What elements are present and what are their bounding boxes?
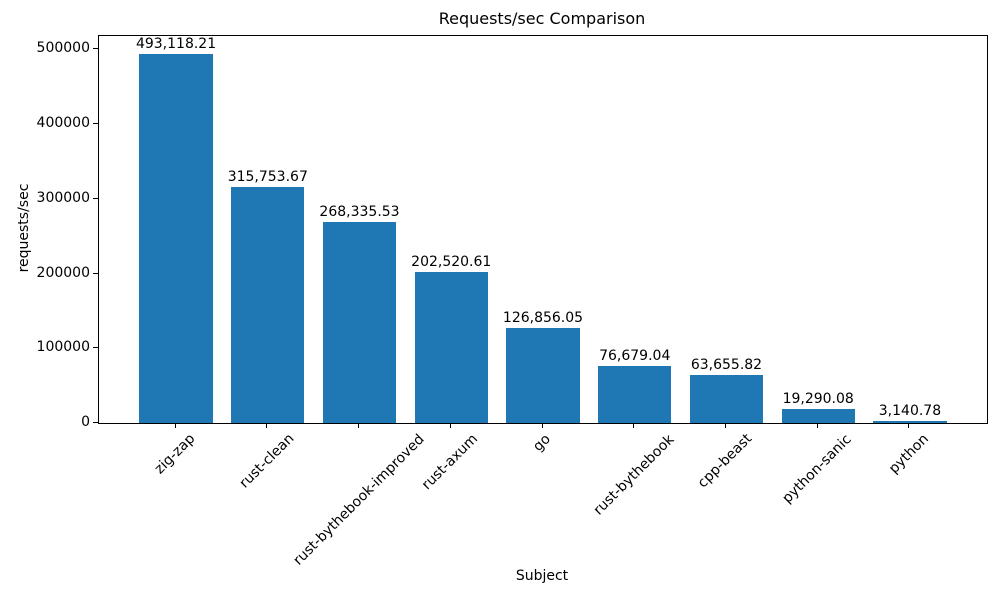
x-tick-label: cpp-beast <box>695 430 756 492</box>
x-tick-mark <box>174 423 176 428</box>
x-tick-mark <box>266 423 268 428</box>
bar-value-label: 76,679.04 <box>599 347 671 364</box>
x-tick-label: python <box>885 431 932 477</box>
y-tick-label: 400000 <box>36 115 90 132</box>
x-axis-label: Subject <box>515 568 569 584</box>
x-tick-label: go <box>530 430 554 455</box>
x-tick-mark <box>724 423 726 428</box>
x-tick-mark <box>816 423 818 428</box>
bar-value-label: 202,520.61 <box>411 253 492 270</box>
y-tick-mark <box>93 422 98 423</box>
bar-value-label: 268,335.53 <box>319 204 400 221</box>
bar-rust-bythebook-improved <box>322 222 397 423</box>
y-tick-mark <box>93 123 98 125</box>
bar-value-label: 493,118.21 <box>135 36 217 53</box>
y-tick-label: 200000 <box>36 264 90 281</box>
chart-title: Requests/sec Comparison <box>438 9 646 28</box>
y-tick-label: 100000 <box>36 339 90 356</box>
bar-value-label: 63,655.82 <box>690 357 763 374</box>
x-tick-mark <box>541 423 543 428</box>
x-tick-mark <box>633 423 635 428</box>
y-tick-mark <box>93 48 98 50</box>
bar-cpp-beast <box>689 375 764 423</box>
x-tick-mark <box>358 423 360 428</box>
bar-rust-axum <box>414 271 488 423</box>
bar-value-label: 19,290.08 <box>782 390 854 407</box>
x-tick-label: rust-axum <box>419 431 482 494</box>
y-tick-label: 300000 <box>36 189 90 206</box>
x-tick-label: zig-zap <box>151 431 199 478</box>
bar-python-sanic <box>781 408 855 423</box>
y-tick-label: 500000 <box>36 40 90 57</box>
y-tick-label: 0 <box>81 414 90 430</box>
plot-area: 493,118.21 315,753.67 268,335.53 202,520.61… <box>98 35 988 424</box>
bar-rust-bythebook <box>598 365 672 423</box>
bar-python <box>873 420 947 423</box>
bar-go <box>506 328 580 423</box>
y-tick-mark <box>93 197 98 199</box>
x-tick-label: rust-bythebook <box>590 431 678 518</box>
bar-value-label: 315,753.67 <box>227 169 308 185</box>
x-tick-mark <box>908 423 910 428</box>
y-tick-mark <box>93 347 98 349</box>
bar-zig-zap <box>139 54 213 423</box>
y-tick-mark <box>93 272 98 274</box>
x-tick-label: python-sanic <box>779 430 855 507</box>
bar-rust-clean <box>231 187 305 423</box>
bar-value-label: 126,856.05 <box>502 310 584 327</box>
x-tick-label: rust-bythebook-improved <box>289 431 428 569</box>
x-tick-label: rust-clean <box>236 430 298 492</box>
x-tick-mark <box>449 423 451 428</box>
bar-value-label: 3,140.78 <box>878 402 942 419</box>
y-axis-label: requests/sec <box>16 183 32 273</box>
